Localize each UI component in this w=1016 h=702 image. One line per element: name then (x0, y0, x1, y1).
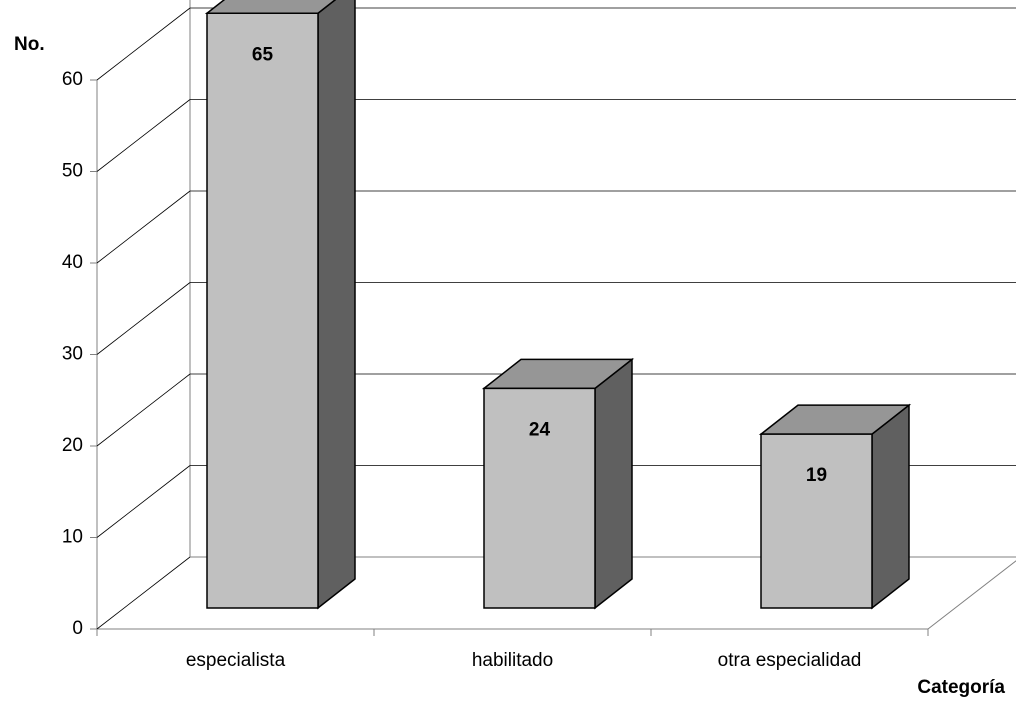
y-tick-label: 50 (62, 161, 83, 182)
bar-side (871, 403, 910, 610)
y-tick-label: 0 (72, 618, 83, 639)
bar (206, 12, 319, 609)
y-tick-label: 10 (62, 527, 83, 548)
x-axis-title: Categoría (917, 677, 1005, 698)
grid-line-side (96, 190, 191, 264)
data-label: 19 (806, 465, 827, 486)
grid-line-side (96, 282, 191, 355)
x-tick-label: otra especialidad (718, 650, 862, 671)
y-tick-label: 60 (62, 69, 83, 90)
grid-line-side (96, 373, 191, 447)
bar (483, 387, 596, 609)
x-tick-label: habilitado (472, 650, 553, 671)
bar (760, 433, 873, 609)
y-tick-label: 40 (62, 252, 83, 273)
y-tick-label: 30 (62, 344, 83, 365)
grid-line-side (96, 465, 191, 538)
y-tick-label: 20 (62, 435, 83, 456)
x-tick-label: especialista (186, 650, 286, 671)
data-label: 65 (252, 44, 274, 65)
grid-line-side (96, 556, 191, 630)
bar-side (317, 0, 356, 610)
floor-right (927, 560, 1016, 630)
data-label: 24 (529, 419, 551, 440)
bar-side (594, 357, 633, 610)
grid-line-side (96, 7, 191, 81)
y-axis-title: No. (14, 34, 45, 55)
grid-line-side (96, 99, 191, 172)
